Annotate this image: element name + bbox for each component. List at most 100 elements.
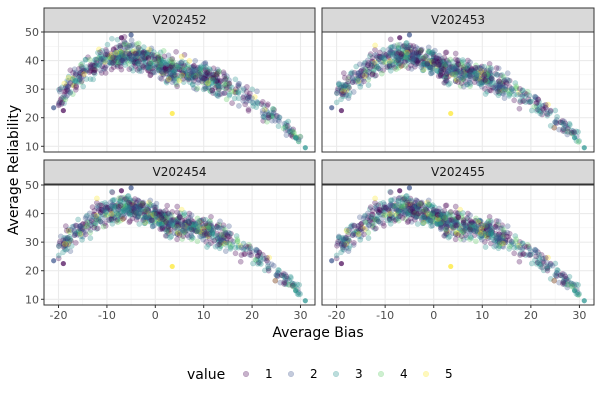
scatter-point (56, 253, 61, 258)
legend-key (423, 371, 429, 377)
scatter-point (368, 205, 373, 210)
scatter-point (350, 228, 355, 233)
scatter-point (475, 77, 480, 82)
scatter-point (453, 65, 458, 70)
scatter-point (329, 258, 334, 263)
scatter-point (170, 264, 175, 269)
scatter-point (159, 69, 164, 74)
scatter-point (276, 124, 281, 129)
scatter-point (456, 215, 461, 220)
scatter-point (576, 139, 581, 144)
scatter-point (452, 219, 457, 224)
scatter-point (182, 212, 187, 217)
scatter-point (427, 49, 432, 54)
scatter-point (339, 261, 344, 266)
scatter-point (443, 62, 448, 67)
scatter-point (273, 278, 278, 283)
scatter-point (373, 226, 378, 231)
legend-label: 1 (265, 367, 273, 381)
scatter-point (407, 185, 412, 190)
scatter-point (397, 35, 402, 40)
scatter-point (254, 105, 259, 110)
scatter-point (132, 196, 137, 201)
scatter-point (205, 80, 210, 85)
scatter-point (518, 252, 523, 257)
scatter-point (387, 211, 392, 216)
scatter-point (73, 70, 78, 75)
scatter-point (483, 244, 488, 249)
x-tick-label: -10 (376, 309, 394, 322)
scatter-point (196, 225, 201, 230)
scatter-point (456, 70, 461, 75)
x-tick-label: 30 (293, 309, 307, 322)
scatter-point (464, 82, 469, 87)
scatter-point (388, 37, 393, 42)
scatter-point (507, 92, 512, 97)
scatter-point (565, 132, 570, 137)
scatter-point (293, 135, 298, 140)
scatter-point (553, 272, 558, 277)
scatter-point (339, 250, 344, 255)
scatter-point (214, 71, 219, 76)
scatter-point (171, 78, 176, 83)
scatter-point (179, 59, 184, 64)
scatter-point (184, 75, 189, 80)
y-tick-label: 30 (25, 236, 39, 249)
scatter-point (360, 67, 365, 72)
scatter-point (303, 145, 308, 150)
scatter-point (469, 219, 474, 224)
scatter-point (402, 202, 407, 207)
scatter-point (101, 224, 106, 229)
scatter-point (219, 238, 224, 243)
scatter-point (504, 234, 509, 239)
scatter-point (483, 77, 488, 82)
scatter-point (445, 222, 450, 227)
scatter-point (388, 48, 393, 53)
scatter-point (217, 219, 222, 224)
scatter-point (453, 210, 458, 215)
scatter-point (122, 42, 127, 47)
scatter-point (91, 68, 96, 73)
scatter-point (182, 68, 187, 73)
scatter-point (228, 245, 233, 250)
scatter-point (84, 76, 89, 81)
scatter-point (378, 220, 383, 225)
scatter-point (404, 194, 409, 199)
legend-title: value (187, 367, 225, 383)
scatter-point (512, 98, 517, 103)
y-tick-label: 20 (25, 265, 39, 278)
scatter-point (340, 92, 345, 97)
scatter-point (384, 205, 389, 210)
scatter-point (170, 56, 175, 61)
scatter-point (51, 105, 56, 110)
scatter-point (529, 261, 534, 266)
scatter-point (429, 224, 434, 229)
scatter-point (241, 95, 246, 100)
scatter-point (543, 255, 548, 260)
scatter-point (552, 278, 557, 283)
scatter-point (216, 225, 221, 230)
scatter-point (186, 219, 191, 224)
scatter-point (154, 214, 159, 219)
scatter-point (342, 84, 347, 89)
facet-panel: V202455-20 -10 0 10 20 30 (322, 160, 594, 322)
scatter-point (420, 221, 425, 226)
scatter-point (397, 195, 402, 200)
scatter-point (180, 224, 185, 229)
scatter-point (177, 214, 182, 219)
scatter-point (249, 96, 254, 101)
scatter-point (488, 67, 493, 72)
scatter-point (191, 63, 196, 68)
scatter-point (455, 232, 460, 237)
scatter-point (93, 221, 98, 226)
scatter-point (460, 210, 465, 215)
scatter-point (494, 65, 499, 70)
scatter-point (67, 234, 72, 239)
scatter-point (517, 259, 522, 264)
scatter-point (82, 72, 87, 77)
scatter-point (51, 258, 56, 263)
scatter-point (555, 114, 560, 119)
scatter-point (140, 203, 145, 208)
scatter-point (164, 229, 169, 234)
y-tick-label: 50 (25, 179, 39, 192)
